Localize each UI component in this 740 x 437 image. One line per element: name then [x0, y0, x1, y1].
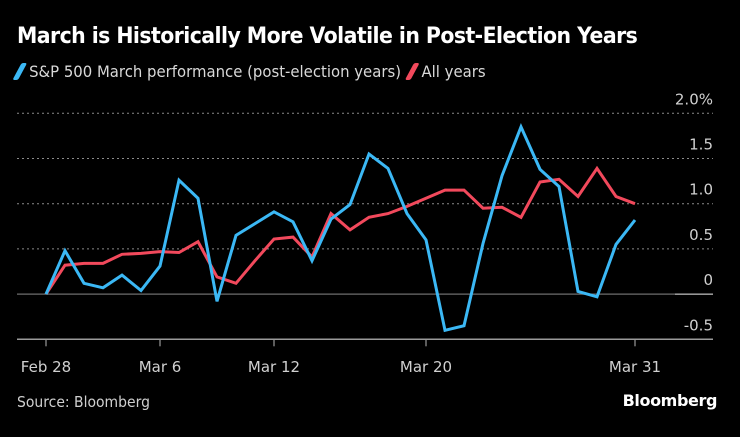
source-note: Source: Bloomberg: [17, 393, 150, 411]
x-tick-label: Feb 28: [21, 358, 71, 376]
chart-title: March is Historically More Volatile in P…: [17, 24, 638, 49]
x-tick-label: Mar 12: [248, 358, 300, 376]
gridlines: [17, 112, 713, 341]
x-tick-label: Mar 6: [139, 358, 182, 376]
legend-item-all-years: All years: [404, 62, 486, 81]
series-lines: [44, 123, 637, 333]
bloomberg-logo: Bloomberg: [622, 391, 718, 410]
y-axis-labels: 2.0% 1.5 1.0 0.5 0 -0.5: [675, 90, 713, 334]
y-tick-label: -0.5: [684, 316, 713, 334]
legend-item-post-election: S&P 500 March performance (post-election…: [12, 62, 402, 81]
chart-legend: S&P 500 March performance (post-election…: [12, 62, 494, 81]
series-line-post-election: [44, 123, 637, 333]
legend-label-post-election: S&P 500 March performance (post-election…: [29, 62, 402, 81]
x-tick-label: Mar 31: [609, 358, 661, 376]
x-axis: Feb 28 Mar 6 Mar 12 Mar 20 Mar 31: [21, 339, 661, 376]
y-tick-label: 0: [703, 271, 713, 289]
y-tick-label: 1.0: [689, 181, 713, 199]
y-tick-label: 1.5: [689, 136, 713, 154]
x-tick-label: Mar 20: [400, 358, 452, 376]
y-tick-label: 0.5: [689, 226, 713, 244]
legend-label-all-years: All years: [421, 62, 486, 81]
series-line-all-years: [44, 165, 636, 295]
y-tick-label: 2.0%: [675, 90, 713, 108]
